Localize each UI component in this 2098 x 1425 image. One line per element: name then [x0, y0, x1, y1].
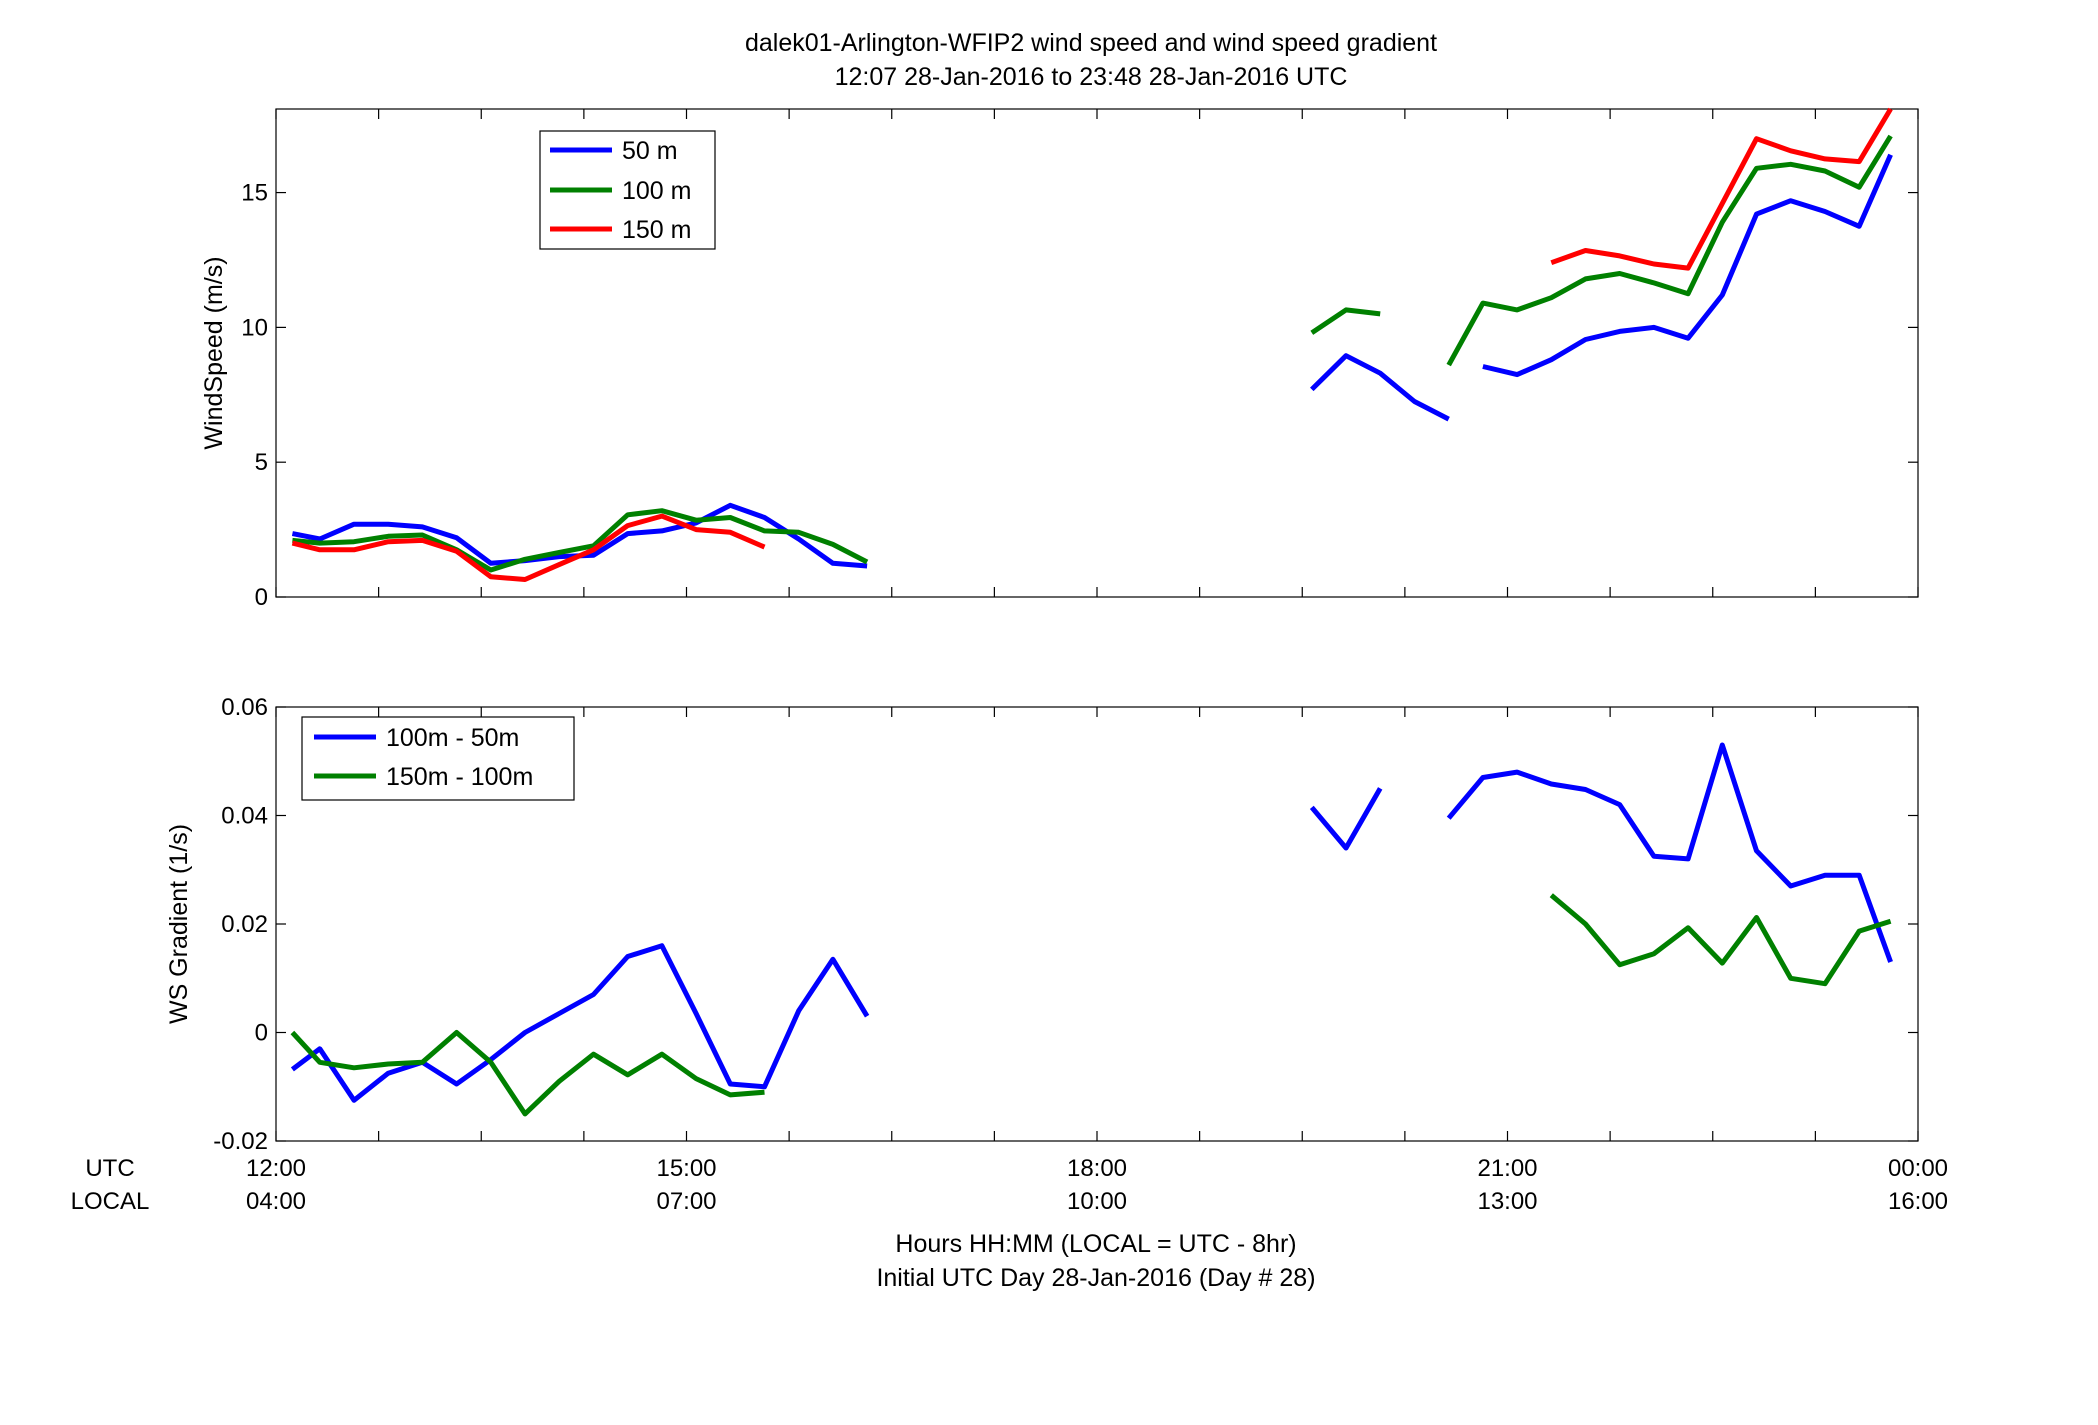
windspeed-x-ticks: [275, 109, 1919, 597]
utc-tick-label: 15:00: [656, 1155, 716, 1182]
windspeed-series-line: [291, 107, 1893, 582]
gradient-legend: 100m - 50m 150m - 100m: [301, 716, 575, 801]
windspeed-series: [291, 107, 1893, 582]
x-axis-sublabel: Initial UTC Day 28-Jan-2016 (Day # 28): [876, 1264, 1315, 1292]
legend-label-50m: 50 m: [622, 137, 678, 165]
gradient-series: [290, 742, 1893, 1117]
utc-tick-label: 21:00: [1477, 1155, 1537, 1182]
windspeed-legend: 50 m 100 m 150 m: [539, 130, 716, 250]
windspeed-ytick-label: 15: [241, 180, 268, 207]
local-tick-label: 13:00: [1477, 1188, 1537, 1215]
windspeed-plot-area: [275, 108, 1919, 598]
utc-tick-label: 00:00: [1888, 1155, 1948, 1182]
windspeed-y-ticks: 0 5 10 15: [241, 180, 1918, 611]
gradient-series-line: [290, 742, 1893, 1103]
gradient-ytick-label: 0.06: [221, 694, 268, 721]
gradient-ytick-label: 0.04: [221, 803, 268, 830]
legend-label-150m: 150 m: [622, 216, 691, 244]
windspeed-ylabel: WindSpeed (m/s): [200, 256, 228, 449]
utc-tick-label: 12:00: [246, 1155, 306, 1182]
time-tick-labels: 12:00 04:00 15:00 07:00 18:00 10:00 21:00 13:00…: [246, 1155, 1948, 1215]
local-tick-label: 04:00: [246, 1188, 306, 1215]
gradient-series-line: [290, 893, 1892, 1117]
local-tick-label: 10:00: [1067, 1188, 1127, 1215]
windspeed-ytick-label: 10: [241, 314, 268, 341]
local-tick-label: 16:00: [1888, 1188, 1948, 1215]
chart-subtitle: 12:07 28-Jan-2016 to 23:48 28-Jan-2016 U…: [835, 63, 1348, 91]
local-tick-label: 07:00: [656, 1188, 716, 1215]
windspeed-ytick-label: 0: [255, 584, 268, 611]
gradient-ytick-label: 0.02: [221, 911, 268, 938]
utc-row-label: UTC: [85, 1155, 134, 1182]
windspeed-ytick-label: 5: [255, 449, 268, 476]
gradient-ytick-label: 0: [255, 1020, 268, 1047]
legend-label-100m-50m: 100m - 50m: [386, 724, 519, 752]
windspeed-panel: 0 5 10 15 WindSpeed (m/s) 50 m 100 m 150 m: [200, 107, 1919, 611]
local-row-label: LOCAL: [71, 1188, 150, 1215]
gradient-ytick-label: -0.02: [213, 1128, 268, 1155]
gradient-panel: -0.02 0 0.02 0.04 0.06 WS Gradient (1/s) 100…: [165, 694, 1919, 1155]
utc-tick-label: 18:00: [1067, 1155, 1127, 1182]
legend-label-100m: 100 m: [622, 177, 691, 205]
x-axis-label: Hours HH:MM (LOCAL = UTC - 8hr): [895, 1230, 1296, 1258]
gradient-legend-box: [301, 716, 575, 801]
chart-title: dalek01-Arlington-WFIP2 wind speed and w…: [745, 29, 1437, 57]
gradient-y-ticks: -0.02 0 0.02 0.04 0.06: [213, 694, 1918, 1155]
gradient-ylabel: WS Gradient (1/s): [165, 824, 193, 1024]
legend-label-150m-100m: 150m - 100m: [386, 763, 533, 791]
windspeed-series-line: [292, 134, 1893, 573]
gradient-x-ticks: [275, 707, 1919, 1141]
